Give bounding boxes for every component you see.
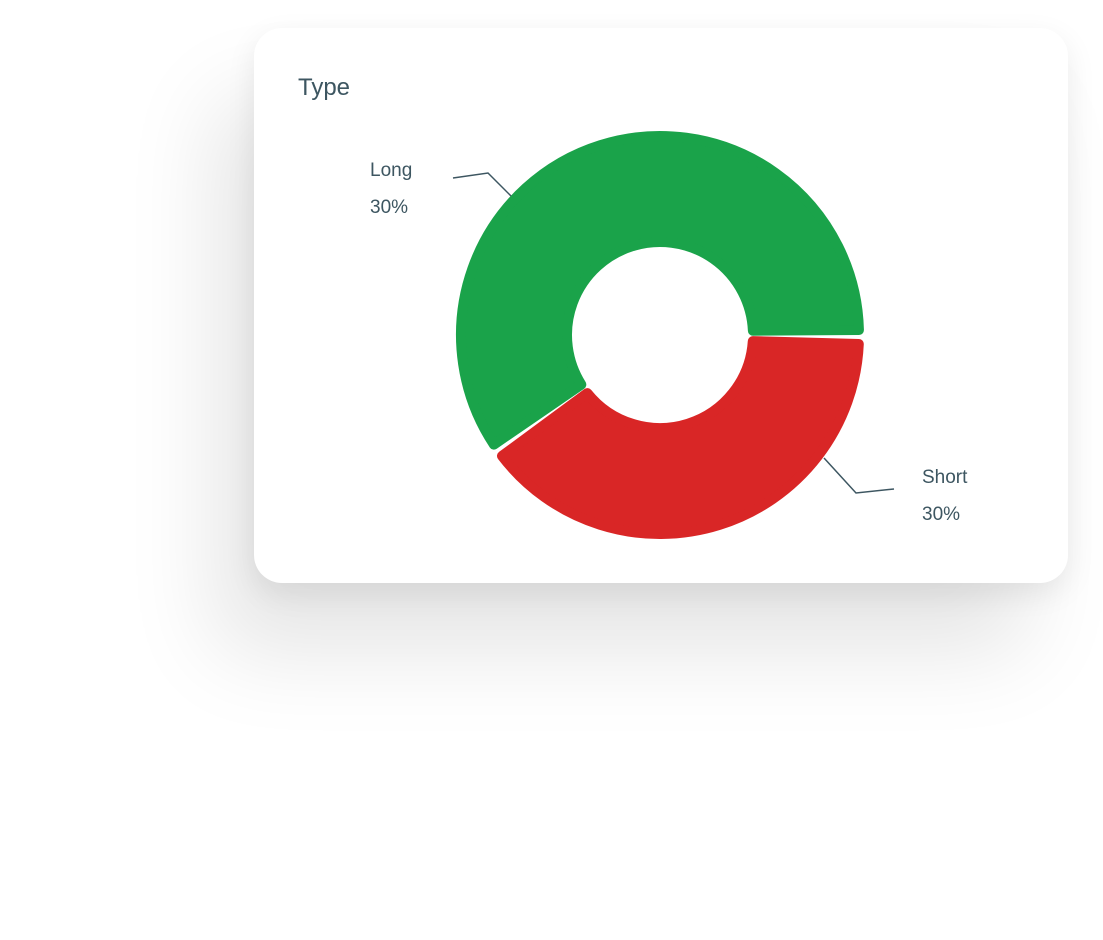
label-short-value: 30% (922, 504, 961, 525)
chart-card: Type Long 30% Short 30% (254, 28, 1068, 583)
leader-line-short (823, 457, 895, 494)
slice-short (496, 336, 864, 539)
donut-chart (452, 131, 895, 539)
label-long-value: 30% (370, 197, 409, 218)
label-long: Long 30% (370, 152, 412, 226)
leader-line-long (452, 172, 512, 197)
label-short: Short 30% (922, 459, 967, 533)
chart-title: Type (298, 74, 351, 101)
label-long-name: Long (370, 160, 413, 181)
slice-long (456, 131, 864, 450)
label-short-name: Short (922, 467, 968, 488)
